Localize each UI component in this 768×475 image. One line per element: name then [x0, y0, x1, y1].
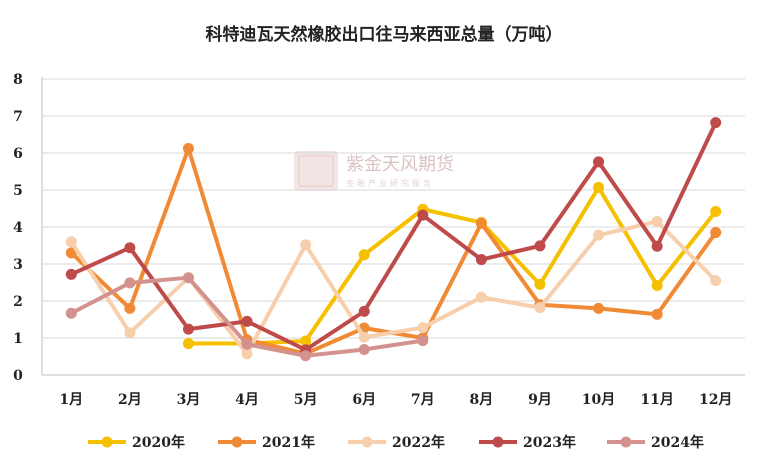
series-line: [69, 219, 718, 356]
data-point: [65, 236, 77, 248]
x-tick-label: 3月: [177, 392, 201, 408]
x-tick-label: 2月: [118, 392, 142, 408]
series-2023年: [65, 117, 722, 356]
data-point: [65, 247, 77, 259]
legend-swatch-marker: [231, 436, 243, 448]
legend-item: 2023年: [479, 434, 576, 451]
legend-swatch-marker: [101, 436, 113, 448]
data-point: [593, 181, 605, 193]
data-point: [358, 343, 370, 355]
y-tick-label: 0: [13, 368, 23, 384]
x-tick-label: 12月: [699, 392, 732, 408]
x-tick-label: 1月: [59, 392, 83, 408]
x-axis: 1月 2月 3月 4月 5月 6月 7月 8月 9月 10月 11月 12月: [42, 374, 745, 408]
data-point: [300, 350, 312, 362]
data-point: [710, 205, 722, 217]
data-point: [241, 338, 253, 350]
chart-title: 科特迪瓦天然橡胶出口往马来西亚总量（万吨）: [206, 24, 563, 45]
data-point: [124, 327, 136, 339]
y-tick-label: 6: [13, 146, 23, 162]
legend-item: 2022年: [348, 434, 445, 451]
data-point: [475, 217, 487, 229]
data-point: [593, 302, 605, 314]
series-2021年: [65, 143, 722, 360]
data-point: [534, 240, 546, 252]
data-point: [65, 268, 77, 280]
y-tick-label: 1: [13, 331, 23, 347]
data-point: [300, 239, 312, 251]
x-tick-label: 5月: [294, 392, 318, 408]
y-tick-label: 5: [13, 183, 23, 199]
watermark-text: 紫金天风期货: [346, 154, 454, 175]
data-point: [593, 229, 605, 241]
data-point: [182, 323, 194, 335]
data-point: [182, 272, 194, 284]
x-tick-label: 8月: [470, 392, 494, 408]
data-point: [241, 315, 253, 327]
series-group: [65, 117, 722, 362]
watermark: 紫金天风期货 金融产业研究服务: [294, 151, 454, 191]
data-point: [241, 348, 253, 360]
legend-swatch-marker: [492, 436, 504, 448]
legend-label: 2023年: [523, 434, 576, 451]
legend: 2020年 2021年 2022年 2023年 2024年: [88, 434, 704, 451]
data-point: [475, 254, 487, 266]
legend-label: 2024年: [651, 434, 704, 451]
gridlines: [42, 78, 745, 339]
legend-item: 2021年: [218, 434, 315, 451]
series-2020年: [182, 181, 722, 350]
data-point: [534, 278, 546, 290]
legend-label: 2022年: [392, 434, 445, 451]
series-line: [69, 120, 718, 352]
legend-label: 2021年: [262, 434, 315, 451]
data-point: [417, 335, 429, 347]
y-tick-label: 3: [13, 257, 23, 273]
data-point: [710, 227, 722, 239]
x-tick-label: 6月: [352, 392, 376, 408]
legend-label: 2020年: [132, 434, 185, 451]
data-point: [651, 279, 663, 291]
watermark-logo: [294, 151, 338, 191]
legend-swatch-marker: [361, 436, 373, 448]
legend-swatch-marker: [620, 436, 632, 448]
data-point: [358, 305, 370, 317]
data-point: [182, 143, 194, 155]
watermark-subtext: 金融产业研究服务: [346, 178, 434, 188]
data-point: [417, 209, 429, 221]
data-point: [651, 215, 663, 227]
data-point: [417, 322, 429, 334]
data-point: [534, 302, 546, 314]
data-point: [475, 291, 487, 303]
data-point: [358, 331, 370, 343]
data-point: [710, 275, 722, 287]
legend-item: 2024年: [607, 434, 704, 451]
y-tick-label: 2: [13, 294, 23, 310]
x-tick-label: 4月: [235, 392, 259, 408]
data-point: [124, 302, 136, 314]
data-point: [710, 117, 722, 129]
data-point: [65, 307, 77, 319]
series-2022年: [65, 215, 722, 360]
x-tick-label: 9月: [528, 392, 552, 408]
data-point: [124, 277, 136, 289]
data-point: [300, 335, 312, 347]
data-point: [651, 240, 663, 252]
legend-item: 2020年: [88, 434, 185, 451]
x-tick-label: 10月: [582, 392, 615, 408]
data-point: [651, 308, 663, 320]
x-tick-label: 11月: [640, 392, 673, 408]
series-2024年: [65, 272, 429, 362]
data-point: [358, 249, 370, 261]
data-point: [124, 242, 136, 254]
data-point: [182, 338, 194, 350]
data-point: [593, 156, 605, 168]
y-tick-label: 7: [13, 109, 23, 125]
y-tick-label: 4: [13, 220, 23, 236]
y-axis: 0 1 2 3 4 5 6 7 8: [13, 72, 43, 384]
y-tick-label: 8: [13, 72, 23, 88]
x-tick-label: 7月: [411, 392, 435, 408]
series-line: [186, 185, 718, 346]
